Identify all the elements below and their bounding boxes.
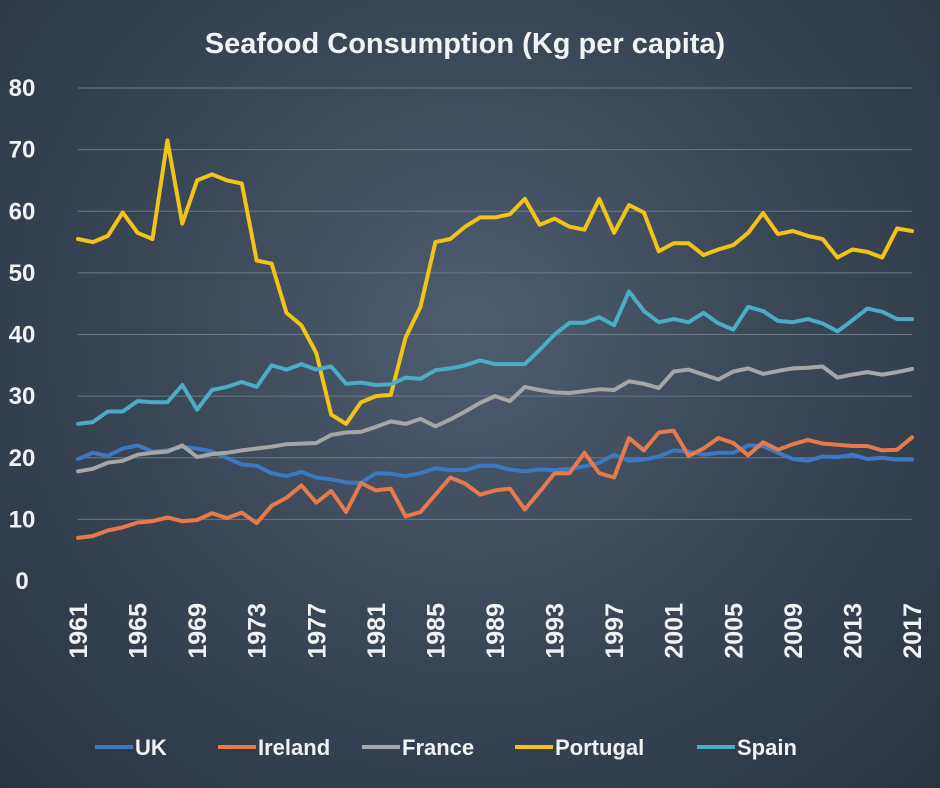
y-tick-label: 10 (9, 506, 36, 533)
y-tick-label: 0 (15, 568, 28, 595)
legend-label-uk: UK (135, 735, 167, 760)
y-tick-label: 60 (9, 198, 36, 225)
x-axis-tick-labels: 1961 1965 1969 1973 1977 1981 1985 1989 1993 1997… (65, 603, 927, 659)
legend-label-ireland: Ireland (258, 735, 330, 760)
y-tick-label: 40 (9, 322, 36, 349)
series-line-uk (76, 443, 914, 485)
y-tick-label: 50 (9, 260, 36, 287)
legend-label-france: France (402, 735, 474, 760)
x-tick-label: 2001 (661, 603, 689, 659)
y-tick-label: 30 (9, 383, 36, 410)
legend: UK Ireland France Portugal Spain (95, 735, 797, 760)
y-tick-label: 70 (9, 137, 36, 164)
x-tick-label: 1997 (601, 603, 629, 659)
x-tick-label: 1965 (125, 603, 153, 659)
legend-label-portugal: Portugal (555, 735, 644, 760)
chart-title: Seafood Consumption (Kg per capita) (205, 28, 725, 60)
x-tick-label: 1973 (244, 603, 272, 659)
series-line-ireland (76, 428, 914, 540)
x-tick-label: 1981 (363, 603, 391, 659)
series-line-portugal (76, 138, 914, 426)
x-tick-label: 2013 (839, 603, 867, 659)
x-tick-label: 1993 (542, 603, 570, 659)
x-tick-label: 1989 (482, 603, 510, 659)
x-tick-label: 1985 (422, 603, 450, 659)
x-tick-label: 2009 (780, 603, 808, 659)
y-tick-label: 20 (9, 445, 36, 472)
y-tick-label: 80 (9, 75, 36, 102)
legend-label-spain: Spain (737, 735, 797, 760)
series-line-spain (76, 289, 914, 426)
x-tick-label: 2017 (899, 603, 927, 659)
x-tick-label: 1977 (303, 603, 331, 659)
series-line-france (76, 364, 914, 474)
x-tick-label: 1969 (184, 603, 212, 659)
x-tick-label: 2005 (720, 603, 748, 659)
series-lines (76, 138, 914, 540)
y-axis-tick-labels: 0 10 20 30 40 50 60 70 80 (9, 75, 36, 595)
x-tick-label: 1961 (65, 603, 93, 659)
